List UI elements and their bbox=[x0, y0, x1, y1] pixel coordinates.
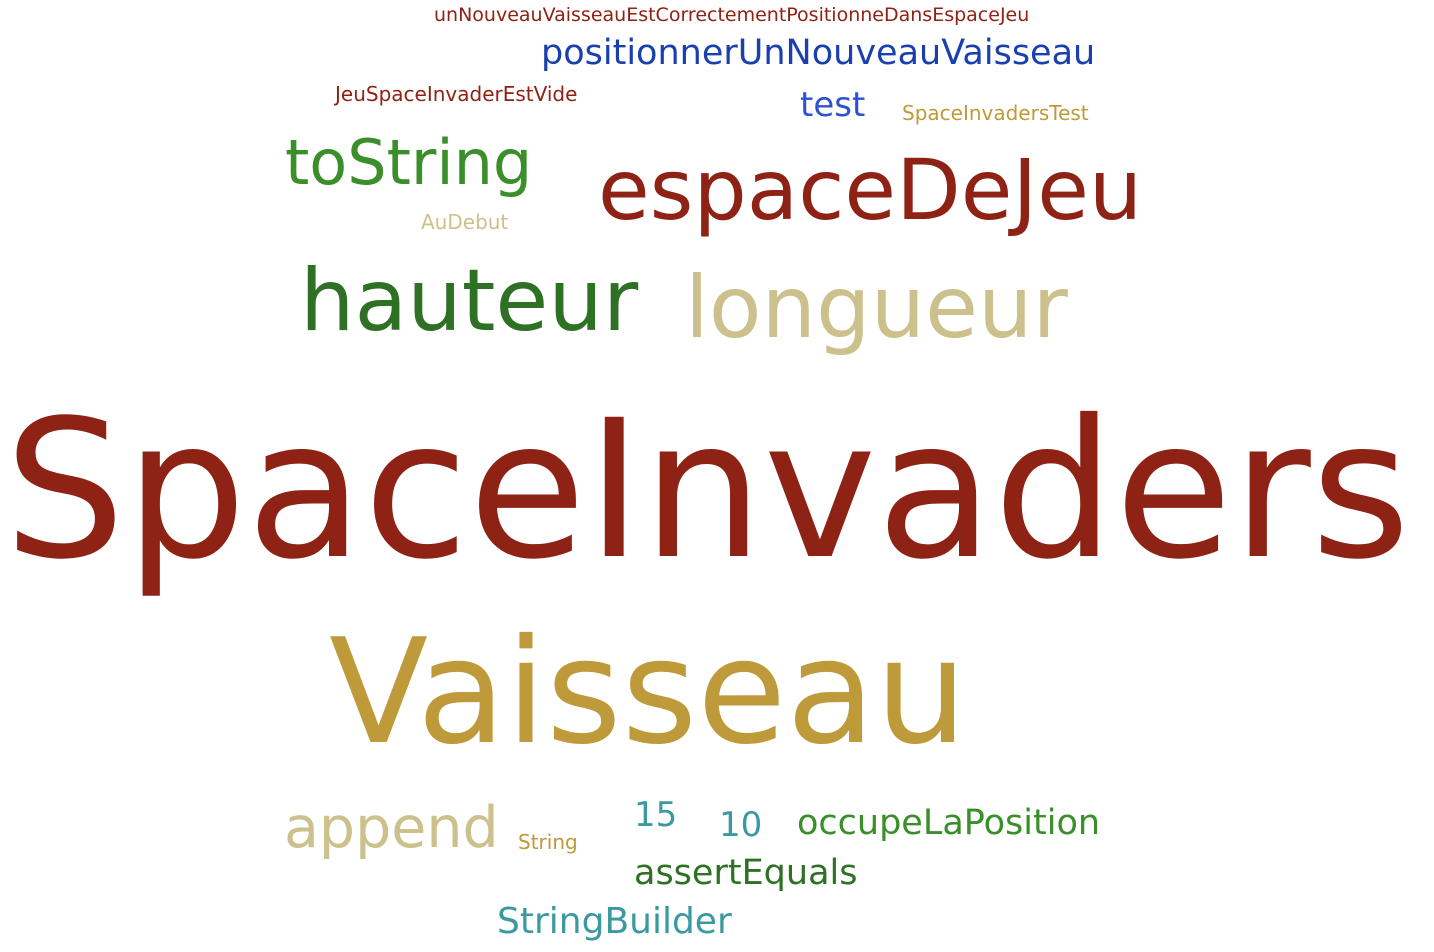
word-espacedejeu: espaceDeJeu bbox=[598, 141, 1143, 239]
word-string: String bbox=[518, 830, 578, 854]
word-append: append bbox=[284, 795, 499, 861]
word-15: 15 bbox=[634, 795, 678, 835]
word-hauteur: hauteur bbox=[300, 251, 639, 351]
word-stringbuilder: StringBuilder bbox=[497, 901, 732, 942]
word-spaceinvaders: SpaceInvaders bbox=[4, 380, 1411, 602]
word-tostring: toString bbox=[285, 126, 533, 199]
word-vaisseau: Vaisseau bbox=[329, 608, 968, 777]
word-occupelaposition: occupeLaPosition bbox=[797, 803, 1101, 843]
word-audebut: AuDebut bbox=[421, 210, 509, 234]
word-positionnerunnouveauvaisseau: positionnerUnNouveauVaisseau bbox=[541, 33, 1096, 73]
word-jeuspaceinvaderestvide: JeuSpaceInvaderEstVide bbox=[335, 82, 578, 106]
word-assertequals: assertEquals bbox=[634, 853, 858, 893]
word-spaceinvaderstest: SpaceInvadersTest bbox=[902, 101, 1089, 125]
word-test: test bbox=[800, 85, 866, 125]
word-10: 10 bbox=[719, 805, 763, 845]
word-unnouveauvaisseauestcorrectementpositionnedansespacejeu: unNouveauVaisseauEstCorrectementPosition… bbox=[434, 4, 1030, 26]
word-longueur: longueur bbox=[685, 258, 1068, 358]
